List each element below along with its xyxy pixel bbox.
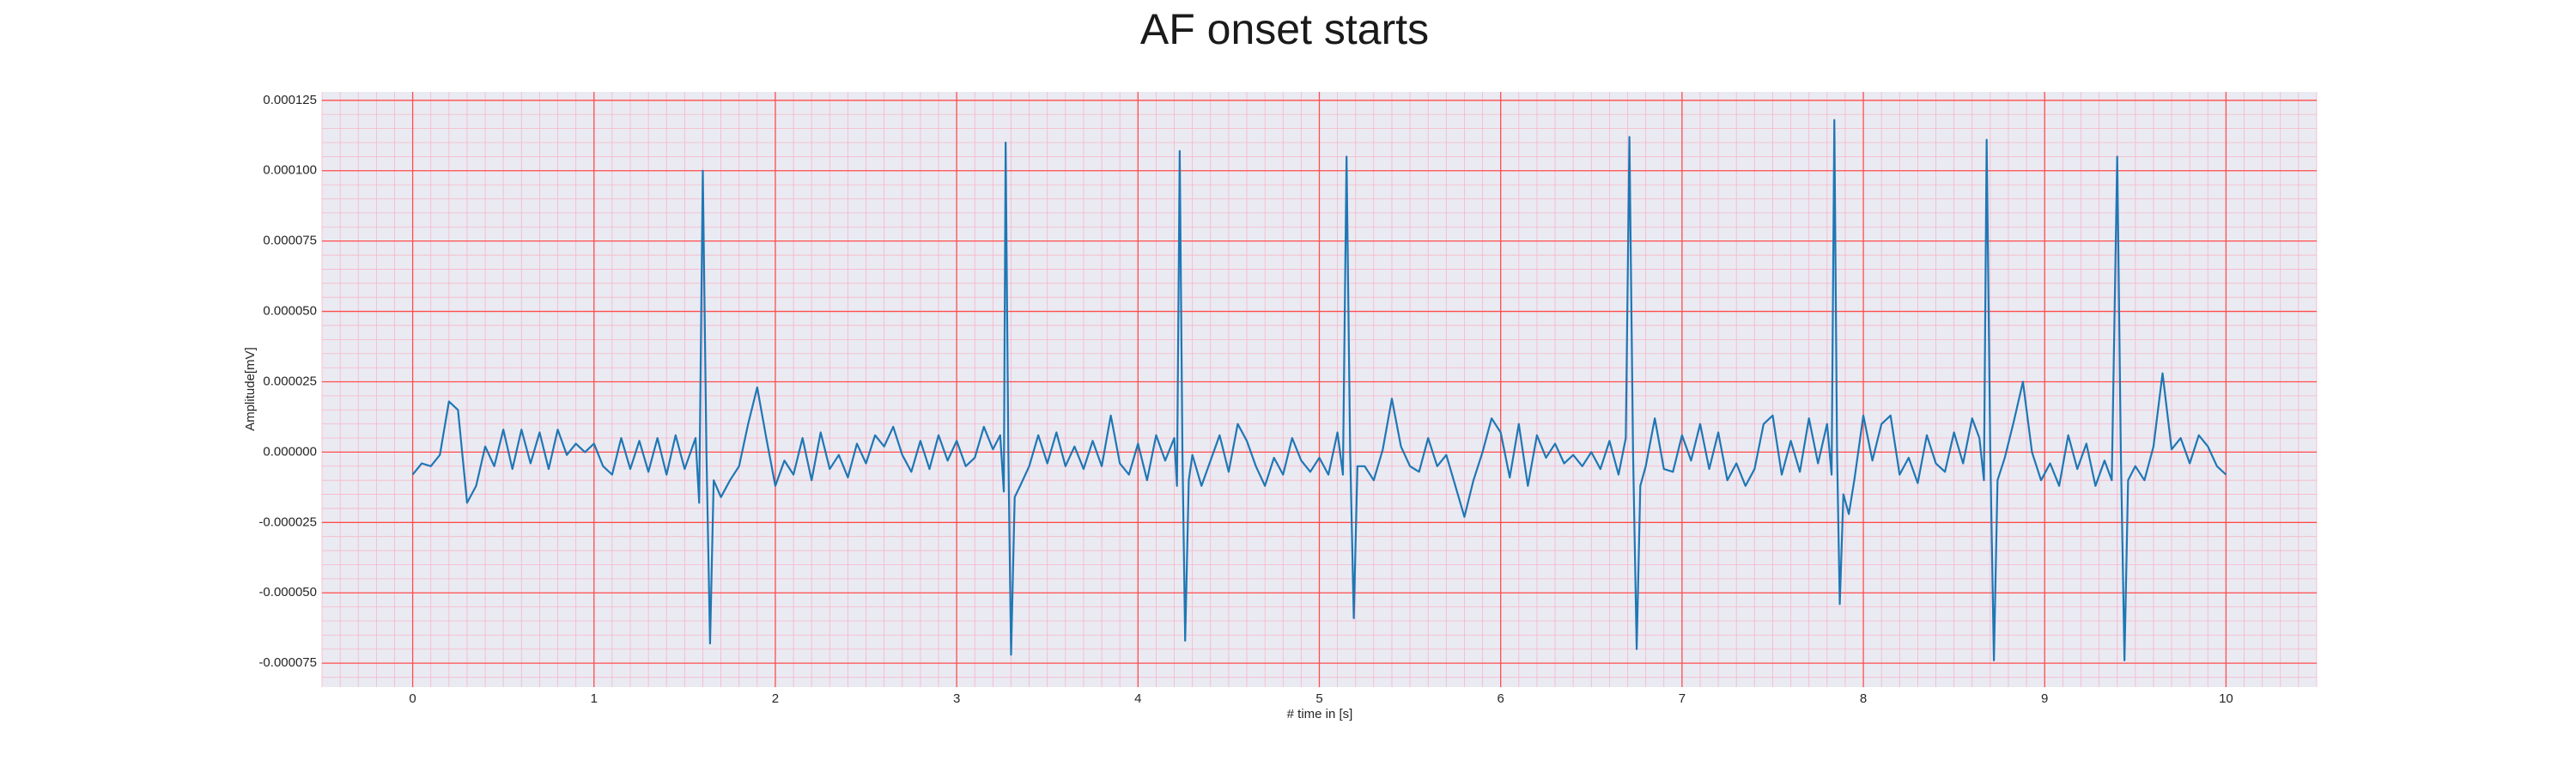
y-axis-label: Amplitude[mV] (243, 347, 258, 431)
chart-title: AF onset starts (1140, 5, 1429, 53)
x-tick-label: 3 (953, 691, 960, 706)
x-axis-label: # time in [s] (1287, 707, 1353, 721)
x-tick-label: 7 (1679, 691, 1686, 706)
y-tick-label: -0.000075 (258, 655, 317, 670)
y-tick-label: 0.000125 (263, 93, 317, 107)
x-tick-label: 2 (772, 691, 779, 706)
x-tick-label: 0 (409, 691, 416, 706)
x-tick-label: 9 (2041, 691, 2048, 706)
x-tick-label: 10 (2219, 691, 2233, 706)
ecg-line (411, 119, 2227, 661)
y-tick-label: 0.000025 (263, 374, 317, 388)
y-tick-label: -0.000050 (258, 585, 317, 600)
x-tick-label: 1 (591, 691, 598, 706)
y-tick-label: 0.000100 (263, 163, 317, 178)
x-tick-label: 8 (1860, 691, 1867, 706)
x-tick-label: 6 (1498, 691, 1504, 706)
x-tick-label: 5 (1315, 691, 1322, 706)
y-tick-label: 0.000000 (263, 444, 317, 459)
y-tick-label: -0.000025 (258, 514, 317, 529)
y-tick-label: 0.000075 (263, 234, 317, 248)
x-tick-label: 4 (1134, 691, 1141, 706)
y-tick-label: 0.000050 (263, 304, 317, 319)
